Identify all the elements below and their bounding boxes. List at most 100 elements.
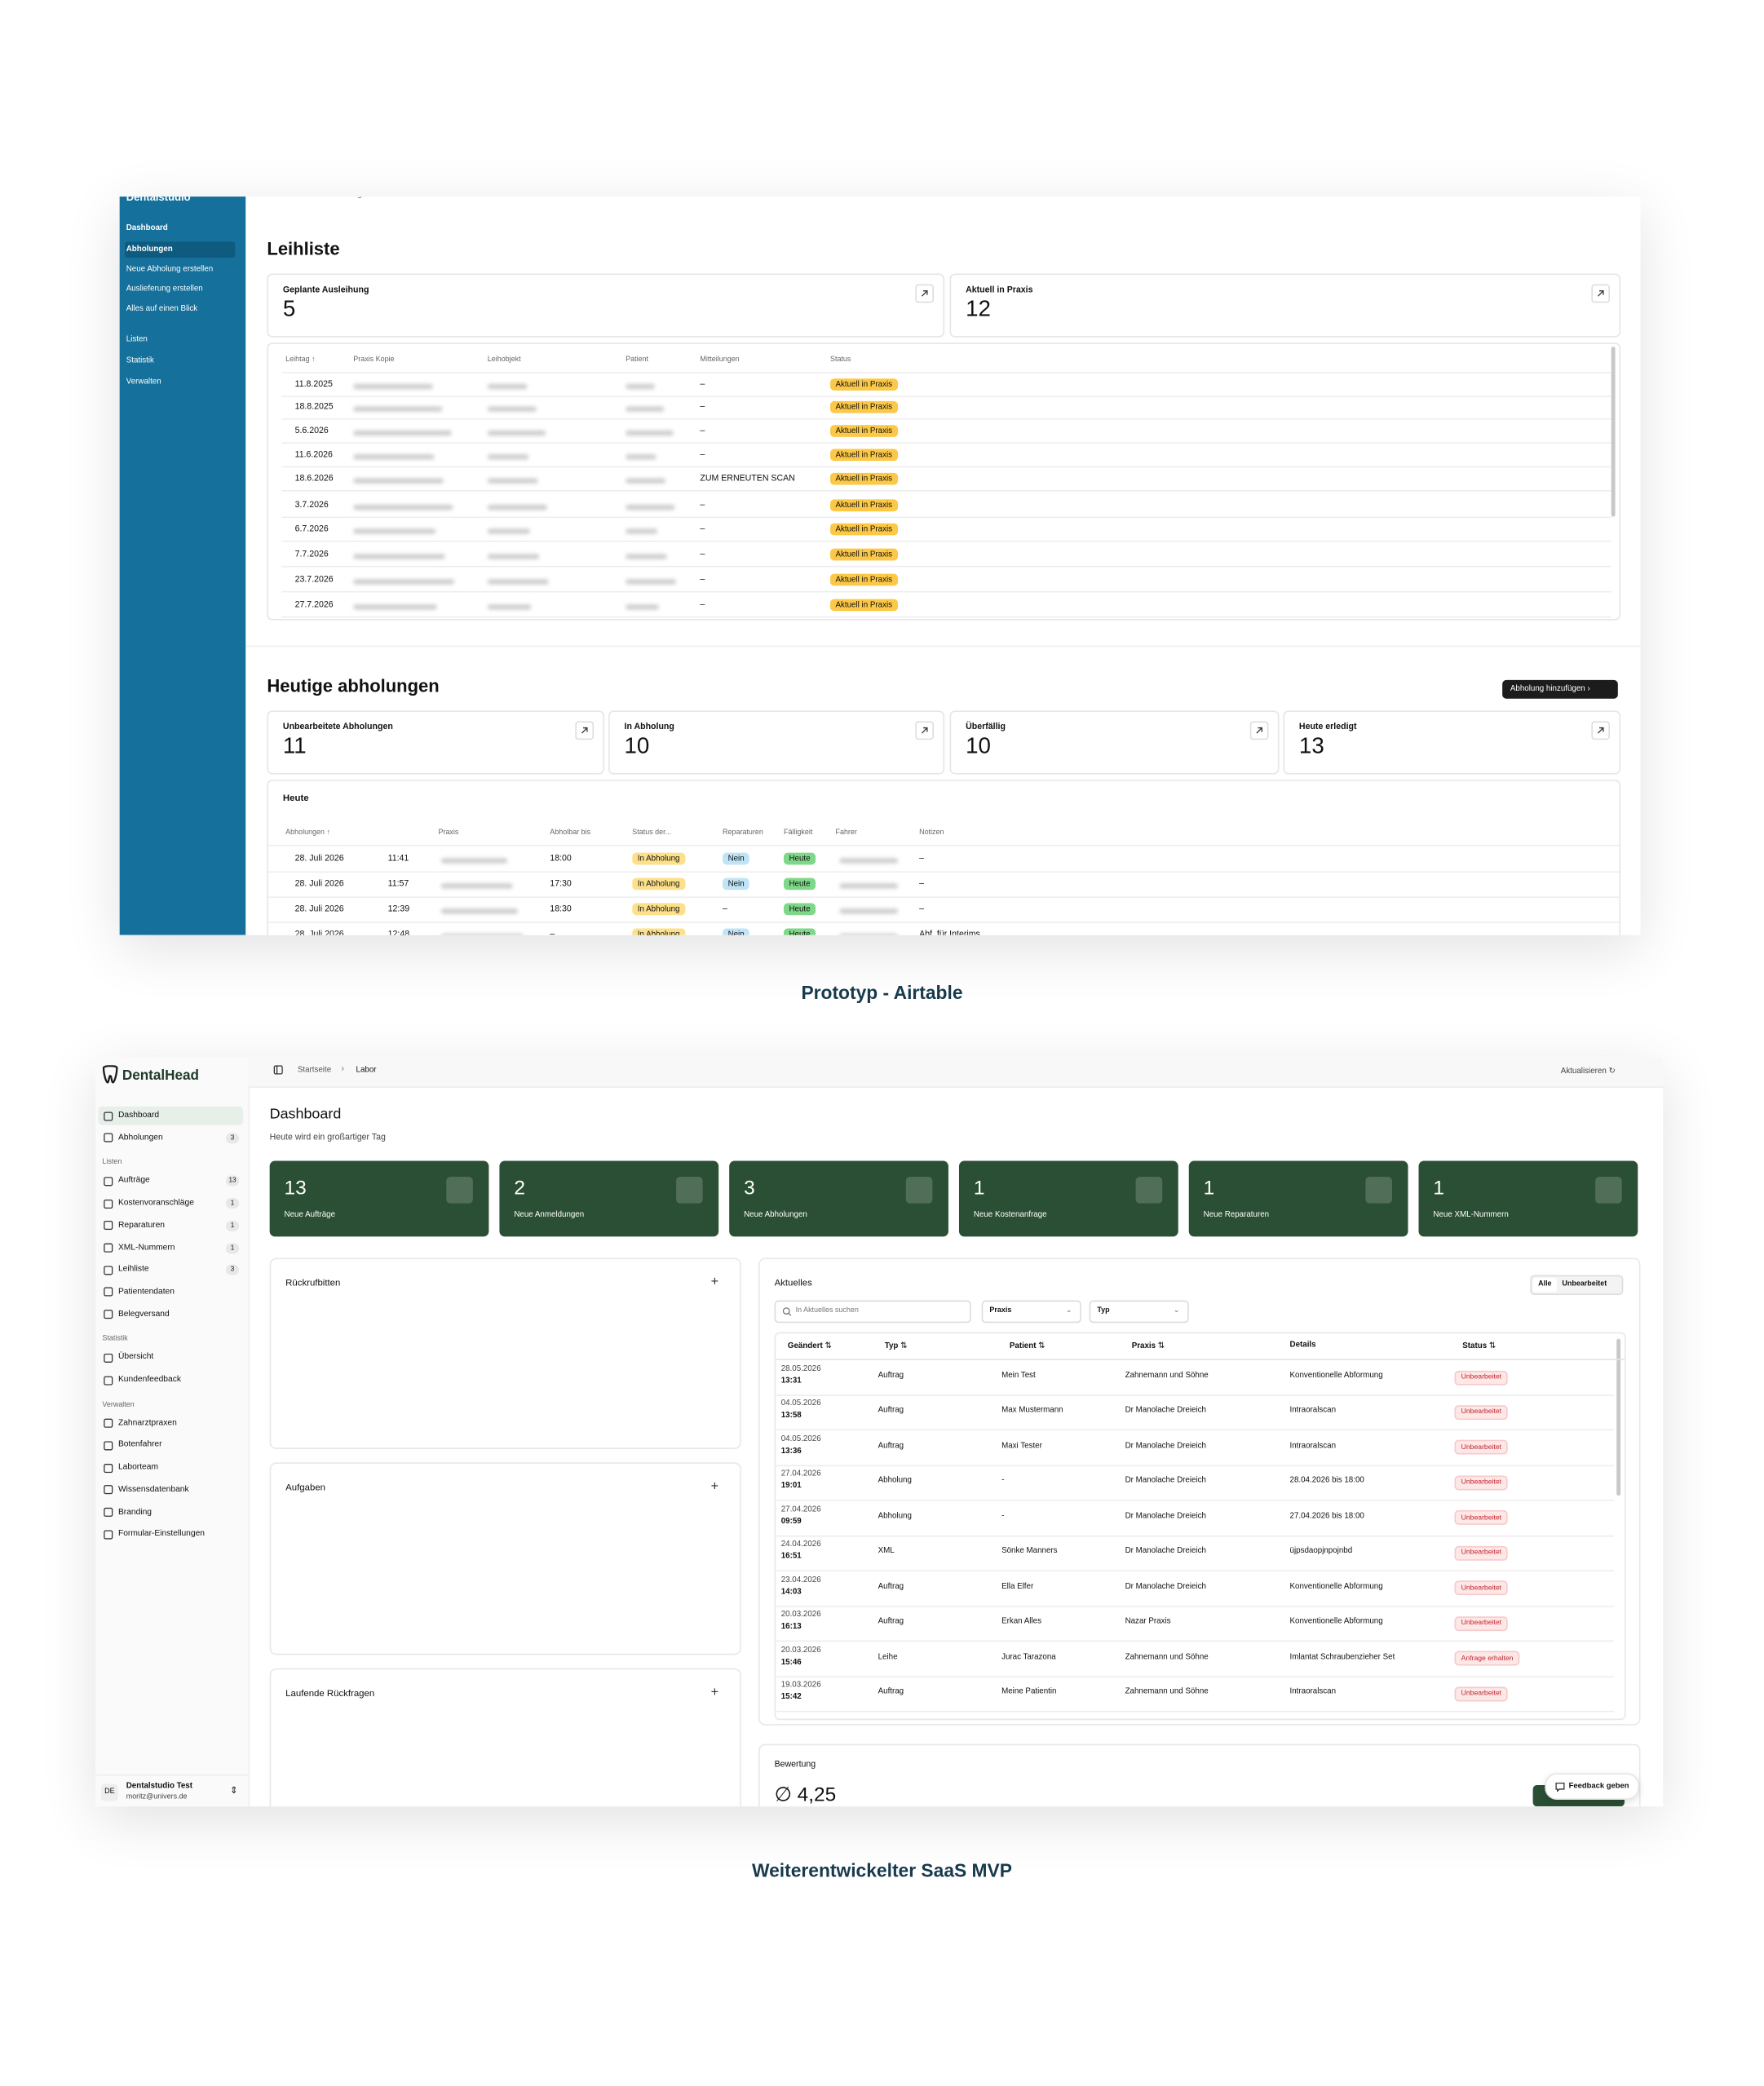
nav-item[interactable]: Alles auf einen Blick: [126, 305, 198, 314]
add-icon[interactable]: +: [710, 1479, 719, 1495]
card-label: Geplante Ausleihung: [282, 285, 369, 295]
cell-time: 09:59: [780, 1518, 802, 1527]
cell-practice: Zahnemann und Söhne: [1125, 1688, 1209, 1697]
blurred-cell: [440, 883, 513, 889]
nav-group[interactable]: Listen: [126, 336, 148, 344]
nav-item[interactable]: Abholungen 3: [99, 1129, 244, 1147]
blurred-cell: [626, 430, 674, 436]
open-icon: [1249, 721, 1269, 740]
row-divider: [776, 1710, 1614, 1713]
nav-item[interactable]: Auslieferung erstellen: [126, 285, 203, 294]
refresh[interactable]: Aktualisieren ↻: [1560, 1067, 1616, 1076]
panel: Rückrufbitten +: [269, 1257, 741, 1449]
nav-item[interactable]: Patientendaten: [99, 1283, 244, 1302]
stat-card[interactable]: 1 Neue Kostenanfrage: [958, 1160, 1178, 1237]
breadcrumb: Abholungen: [328, 197, 370, 199]
filter[interactable]: Praxis ⌄: [981, 1300, 1081, 1324]
stat-card[interactable]: 2 Neue Anmeldungen: [499, 1160, 719, 1237]
stat-card[interactable]: 3 Neue Abholungen: [729, 1160, 948, 1237]
blurred-cell: [487, 604, 532, 610]
nav-group[interactable]: Statistik: [126, 357, 154, 365]
column-header: Abholbar bis: [550, 829, 591, 837]
nav-item[interactable]: Aufträge 13: [99, 1172, 244, 1191]
nav-item[interactable]: Formular-Einstellungen: [99, 1525, 244, 1544]
feedback-button[interactable]: Feedback geben: [1545, 1773, 1640, 1800]
stat-card[interactable]: 1 Neue XML-Nummern: [1418, 1160, 1638, 1237]
blurred-cell: [440, 858, 508, 864]
nav-label: Formular-Einstellungen: [117, 1529, 206, 1539]
repair-pill: Nein: [723, 877, 750, 891]
cell-time: 11:41: [387, 854, 409, 864]
cell-time: 15:42: [780, 1693, 802, 1702]
stat-icon: [1365, 1177, 1392, 1204]
nav-item[interactable]: Kostenvoranschläge 1: [99, 1194, 244, 1213]
rating-value: ∅ 4,25: [774, 1783, 837, 1807]
cell-type: Auftrag: [878, 1582, 904, 1591]
column-header[interactable]: Status: [1462, 1341, 1496, 1351]
add-button[interactable]: Abholung hinzufügen ›: [1502, 679, 1618, 699]
cell-details: Intraoralscan: [1289, 1688, 1337, 1697]
blurred-cell: [353, 579, 455, 585]
stat-card[interactable]: 13 Neue Aufträge: [269, 1160, 489, 1237]
cell-practice: Zahnemann und Söhne: [1125, 1653, 1209, 1661]
row-divider: [281, 418, 1611, 420]
column-header: Praxis Kopie: [353, 356, 395, 365]
blurred-cell: [440, 934, 524, 935]
nav-item[interactable]: Zahnarztpraxen: [99, 1414, 244, 1433]
nav-item[interactable]: Branding: [99, 1503, 244, 1522]
toggle-option[interactable]: Alle: [1532, 1277, 1558, 1293]
nav-item[interactable]: XML-Nummern 1: [99, 1239, 244, 1257]
stat-icon: [676, 1177, 703, 1204]
add-icon[interactable]: +: [710, 1685, 719, 1700]
nav-item[interactable]: Kundenfeedback: [99, 1371, 244, 1390]
column-header: Reparaturen: [723, 829, 763, 837]
toggle-option[interactable]: Unbearbeitet: [1562, 1280, 1607, 1288]
cell-details: Konventionelle Abformung: [1289, 1582, 1383, 1591]
cell-until: 17:30: [550, 879, 572, 889]
nav-item[interactable]: Reparaturen 1: [99, 1217, 244, 1235]
nav-item[interactable]: Übersicht: [99, 1349, 244, 1368]
cell-practice: Dr Manolache Dreieich: [1125, 1477, 1206, 1486]
column-header[interactable]: Praxis: [1132, 1341, 1165, 1351]
nav-icon: [104, 1463, 113, 1473]
row-divider: [776, 1640, 1614, 1642]
brand: DentalHead: [122, 1067, 199, 1085]
breadcrumb[interactable]: Startseite: [297, 1066, 332, 1075]
cell-date: 28. Juli 2026: [294, 904, 344, 914]
card-label: Unbearbeitete Abholungen: [282, 723, 393, 732]
nav-item[interactable]: Botenfahrer: [99, 1436, 244, 1455]
nav-label: Leihliste: [117, 1264, 149, 1275]
cell-date: 11.8.2025: [294, 379, 333, 390]
nav-item[interactable]: Dashboard: [126, 224, 168, 233]
filter[interactable]: Typ ⌄: [1089, 1300, 1189, 1324]
nav-label: Belegversand: [117, 1309, 170, 1319]
status-pill: In Abholung: [632, 903, 685, 916]
search[interactable]: In Aktuelles suchen: [774, 1300, 971, 1324]
column-header: Notizen: [919, 829, 944, 837]
nav-item[interactable]: Wissensdatenbank: [99, 1481, 244, 1500]
open-icon: [915, 284, 935, 303]
nav-item[interactable]: Neue Abholung erstellen: [126, 265, 214, 274]
card-value: 5: [282, 296, 296, 322]
nav-item[interactable]: Belegversand: [99, 1305, 244, 1324]
column-header[interactable]: Typ: [885, 1341, 908, 1351]
chevron: ⌄: [1065, 1306, 1072, 1315]
cell-note: –: [919, 854, 925, 864]
blurred-cell: [626, 478, 666, 484]
repair-pill: Nein: [723, 852, 750, 865]
nav-item[interactable]: Dashboard: [98, 1106, 244, 1125]
blurred-cell: [487, 579, 549, 585]
nav-icon: [104, 1265, 113, 1275]
nav-item[interactable]: Abholungen: [125, 241, 236, 258]
section-label: Statistik: [102, 1335, 128, 1344]
nav-group[interactable]: Verwalten: [126, 378, 161, 387]
add-icon[interactable]: +: [710, 1275, 719, 1290]
column-header[interactable]: Patient: [1010, 1341, 1046, 1351]
nav-item[interactable]: Leihliste 3: [99, 1261, 244, 1279]
cell-date: 20.03.2026: [780, 1611, 821, 1620]
column-header[interactable]: Geändert: [788, 1341, 832, 1351]
stat-card[interactable]: 1 Neue Reparaturen: [1188, 1160, 1408, 1237]
blurred-cell: [626, 604, 659, 610]
cell-patient: Jurac Tarazona: [1001, 1653, 1056, 1661]
nav-item[interactable]: Laborteam: [99, 1459, 244, 1478]
